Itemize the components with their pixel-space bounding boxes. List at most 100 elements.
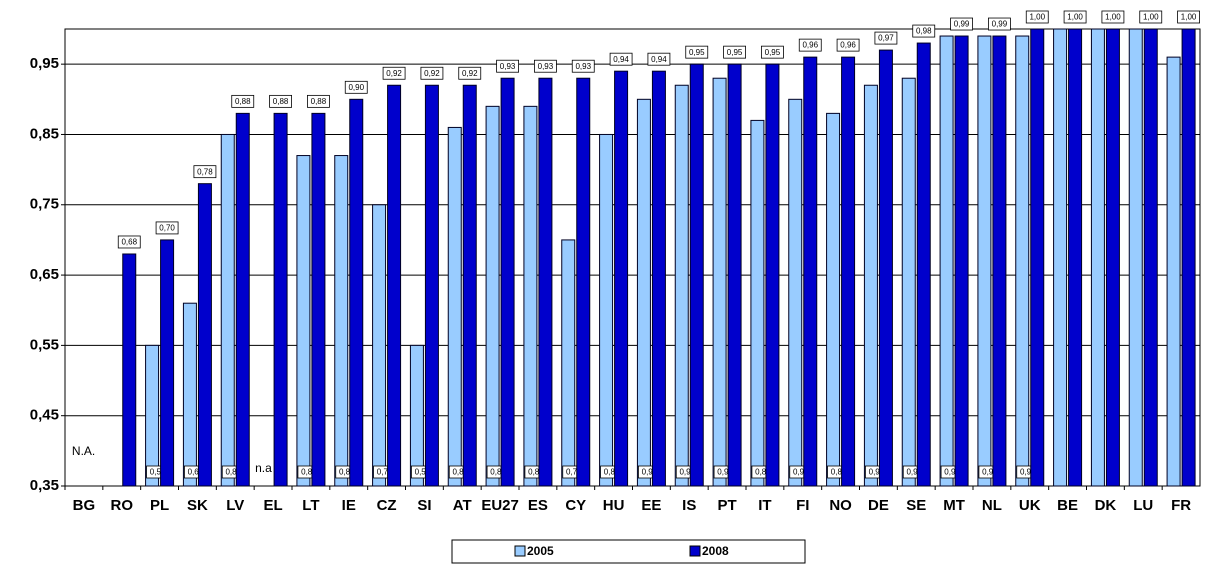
value-label: 0,55 — [415, 468, 431, 477]
x-tick-label: FR — [1171, 497, 1191, 514]
value-label: 0,78 — [197, 167, 213, 176]
x-tick-label: PL — [150, 497, 169, 514]
value-label: 0,88 — [235, 97, 251, 106]
value-label: 1,00 — [1067, 13, 1083, 22]
value-label: 0,89 — [528, 468, 544, 477]
x-tick-label: CZ — [377, 497, 397, 514]
value-label-box — [609, 52, 633, 66]
x-tick-label: EL — [263, 497, 282, 514]
value-label-box — [155, 221, 179, 235]
bar — [1105, 28, 1120, 487]
x-tick-label: EE — [641, 497, 661, 514]
value-label: 0,94 — [613, 55, 629, 64]
value-label: 0,99 — [1020, 468, 1036, 477]
value-label: 0,94 — [651, 55, 667, 64]
value-label-box — [117, 235, 141, 249]
bar — [576, 77, 591, 487]
value-label: 0,92 — [679, 468, 695, 477]
value-label: 0,75 — [377, 468, 393, 477]
bar — [462, 84, 477, 487]
bar — [1166, 56, 1181, 487]
bar — [220, 133, 235, 487]
bar — [182, 302, 197, 487]
value-label-box — [685, 45, 709, 59]
value-label: 0,55 — [150, 468, 166, 477]
bar — [1090, 28, 1105, 487]
x-tick-label: LT — [302, 497, 319, 514]
value-label-box — [874, 31, 898, 45]
value-label: 0,70 — [566, 468, 582, 477]
annotation: n.a — [255, 461, 272, 475]
value-label: 0,86 — [452, 468, 468, 477]
value-label: 0,93 — [717, 468, 733, 477]
x-tick-label: UK — [1019, 497, 1041, 514]
value-label: 0,92 — [869, 468, 885, 477]
value-label-box — [950, 17, 973, 31]
x-tick-label: EU27 — [481, 497, 519, 514]
bar — [1128, 28, 1143, 487]
bar — [485, 105, 500, 487]
legend-label: 2008 — [702, 544, 729, 558]
legend-swatch — [514, 545, 526, 557]
x-tick-label: LU — [1133, 497, 1153, 514]
value-label-box — [344, 80, 368, 94]
y-tick-label: 0,65 — [30, 266, 59, 283]
bar — [1015, 35, 1030, 487]
value-label: 0,82 — [301, 468, 317, 477]
x-tick-label: LV — [226, 497, 244, 514]
x-tick-label: RO — [111, 497, 134, 514]
x-tick-label: BG — [73, 497, 96, 514]
bar — [424, 84, 439, 487]
value-label-box — [458, 66, 482, 80]
value-label-box — [798, 38, 822, 52]
value-label-box — [1025, 10, 1049, 24]
x-tick-label: CY — [565, 497, 586, 514]
x-tick-label: BE — [1057, 497, 1078, 514]
bar — [803, 56, 818, 487]
bar — [901, 77, 916, 487]
value-label: 0,96 — [840, 41, 856, 50]
value-label: 0,82 — [339, 468, 355, 477]
bar — [841, 56, 856, 487]
bar — [1053, 28, 1068, 487]
value-label-box — [1101, 10, 1125, 24]
bar — [689, 63, 704, 487]
x-tick-label: FI — [796, 497, 809, 514]
bar — [311, 112, 326, 487]
bar — [538, 77, 553, 487]
value-label: 0,92 — [462, 69, 478, 78]
bar — [939, 35, 954, 487]
x-tick-label: DK — [1095, 497, 1117, 514]
value-label: 0,92 — [386, 69, 402, 78]
value-label-box — [1177, 10, 1200, 24]
value-label-box — [912, 24, 936, 38]
value-label: 1,00 — [1181, 13, 1197, 22]
bar — [1143, 28, 1158, 487]
value-label: 0,93 — [500, 62, 516, 71]
bar — [273, 112, 288, 487]
bar — [599, 133, 614, 487]
bar — [160, 239, 175, 487]
value-label-box — [231, 94, 255, 108]
x-tick-label: MT — [943, 497, 965, 514]
value-label-box — [534, 59, 557, 73]
bar — [826, 112, 841, 487]
value-label: 1,00 — [1029, 13, 1045, 22]
bar — [977, 35, 992, 487]
value-label: 0,61 — [188, 468, 204, 477]
x-tick-label: NO — [829, 497, 852, 514]
bar — [954, 35, 969, 487]
x-tick-label: DE — [868, 497, 889, 514]
value-label-box — [647, 52, 671, 66]
value-label: 0,98 — [916, 27, 932, 36]
value-label: 0,90 — [793, 468, 809, 477]
value-label-box — [761, 45, 784, 59]
bar — [1181, 28, 1196, 487]
value-label: 0,85 — [604, 468, 620, 477]
x-tick-label: AT — [453, 497, 472, 514]
value-label-box — [269, 94, 292, 108]
bar — [561, 239, 576, 487]
bar — [122, 253, 137, 487]
bar — [750, 119, 765, 487]
